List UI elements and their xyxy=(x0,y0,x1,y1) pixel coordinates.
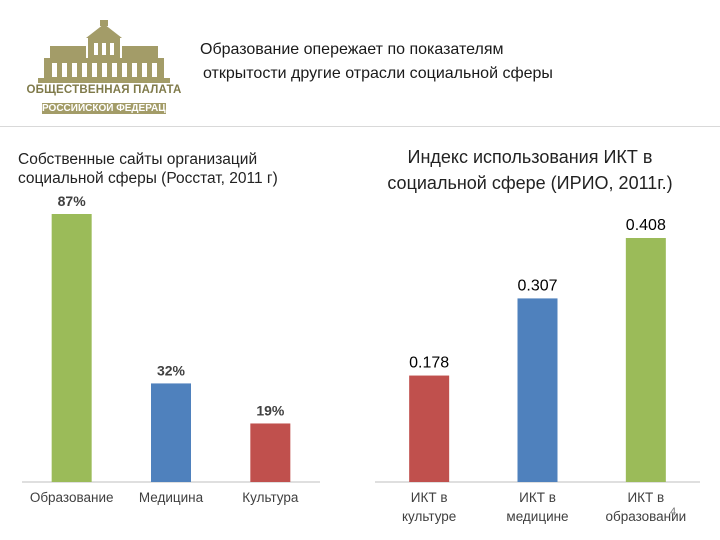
chart-1-bar-1 xyxy=(517,298,558,482)
chart-1-tick-label-1: ИКТ в медицине xyxy=(506,490,568,524)
chart-right-title: Индекс использования ИКТ в социальной сф… xyxy=(387,147,673,193)
logo-text-line2: РОССИЙСКОЙ ФЕДЕРАЦИИ xyxy=(42,103,180,114)
page-title: Образование опережает по показателям отк… xyxy=(200,38,640,86)
chart-0-tick-label-2: Культура xyxy=(242,490,299,505)
chart-left-title: Собственные сайты организаций социальной… xyxy=(18,151,278,187)
chart-0-bar-1 xyxy=(151,383,191,482)
logo-text-line1: ОБЩЕСТВЕННАЯ ПАЛАТА xyxy=(26,84,182,96)
chart-0-data-label-0: 87% xyxy=(58,193,87,209)
page-number: 4 xyxy=(670,506,677,518)
chart-0-data-label-2: 19% xyxy=(256,402,285,418)
chart-0-tick-label-1: Медицина xyxy=(139,490,204,505)
chart-0-bar-0 xyxy=(51,214,92,482)
header-divider xyxy=(0,126,720,127)
chart-1-tick-label-0: ИКТ в культуре xyxy=(402,490,456,524)
chart-0-bar-2 xyxy=(250,423,291,482)
chart-1-tick-label-2: ИКТ в образовании xyxy=(605,490,686,524)
page-title-line2: открытости другие отрасли социальной сфе… xyxy=(203,65,553,82)
chart-1-data-label-1: 0.307 xyxy=(517,277,557,294)
chart-0-data-label-1: 32% xyxy=(157,362,186,378)
page-title-line1: Образование опережает по показателям xyxy=(200,41,504,58)
building-emblem-icon xyxy=(38,20,170,83)
logo: ОБЩЕСТВЕННАЯ ПАЛАТА РОССИЙСКОЙ ФЕДЕРАЦИИ xyxy=(24,18,184,122)
chart-1-data-label-2: 0.408 xyxy=(626,217,666,234)
chart-1-bar-0 xyxy=(409,375,450,482)
chart-0-tick-label-0: Образование xyxy=(30,490,114,505)
chart-1-data-label-0: 0.178 xyxy=(409,355,449,372)
chart-1-bar-2 xyxy=(625,238,666,482)
